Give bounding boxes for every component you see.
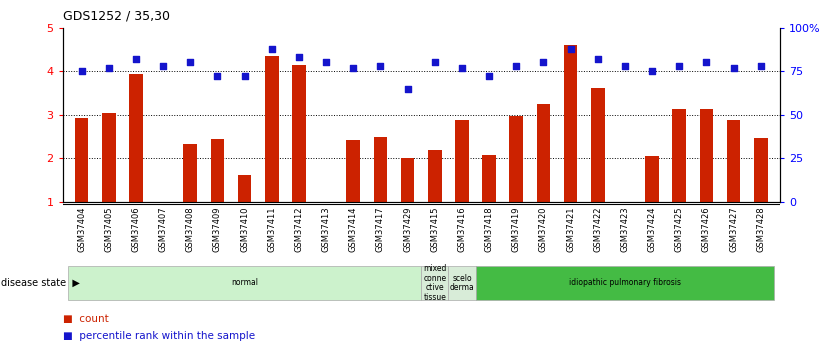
Text: GDS1252 / 35,30: GDS1252 / 35,30 — [63, 9, 169, 22]
Point — [183, 60, 197, 65]
Text: normal: normal — [231, 278, 258, 287]
Text: GSM37428: GSM37428 — [756, 206, 766, 252]
Bar — [401, 158, 414, 202]
Text: GSM37417: GSM37417 — [376, 206, 385, 252]
Bar — [475, 266, 774, 300]
Text: ■  percentile rank within the sample: ■ percentile rank within the sample — [63, 332, 254, 341]
Text: GSM37425: GSM37425 — [675, 206, 684, 252]
Point — [75, 68, 88, 74]
Point — [537, 60, 550, 65]
Bar — [754, 138, 767, 202]
Text: disease state  ▶: disease state ▶ — [1, 278, 80, 288]
Text: GSM37406: GSM37406 — [132, 206, 140, 252]
Point — [157, 63, 170, 69]
Bar — [211, 139, 224, 202]
Text: GSM37410: GSM37410 — [240, 206, 249, 252]
Point — [618, 63, 631, 69]
Text: GSM37404: GSM37404 — [77, 206, 86, 252]
Bar — [510, 117, 523, 202]
Text: scelo
derma: scelo derma — [450, 274, 475, 292]
Text: GSM37427: GSM37427 — [729, 206, 738, 252]
Text: GSM37413: GSM37413 — [322, 206, 330, 252]
Bar — [449, 266, 475, 300]
Point — [102, 65, 115, 70]
Point — [319, 60, 333, 65]
Point — [238, 73, 251, 79]
Point — [564, 46, 577, 51]
Bar — [374, 137, 387, 202]
Text: GSM37405: GSM37405 — [104, 206, 113, 252]
Bar — [591, 88, 605, 202]
Bar — [455, 120, 469, 202]
Point — [510, 63, 523, 69]
Bar — [428, 150, 441, 202]
Point — [347, 65, 360, 70]
Text: GSM37418: GSM37418 — [485, 206, 494, 252]
Bar — [536, 104, 550, 202]
Bar — [700, 109, 713, 202]
Text: GSM37407: GSM37407 — [158, 206, 168, 252]
Point — [700, 60, 713, 65]
Point — [591, 56, 605, 62]
Text: GSM37429: GSM37429 — [403, 206, 412, 252]
Bar — [292, 65, 306, 202]
Point — [265, 46, 279, 51]
Text: GSM37423: GSM37423 — [620, 206, 630, 252]
Point — [672, 63, 686, 69]
Point — [482, 73, 495, 79]
Point — [292, 55, 305, 60]
Point — [401, 86, 414, 91]
Text: GSM37411: GSM37411 — [267, 206, 276, 252]
Point — [754, 63, 767, 69]
Bar — [238, 175, 251, 202]
Bar — [564, 45, 577, 202]
Text: GSM37421: GSM37421 — [566, 206, 575, 252]
Text: GSM37422: GSM37422 — [593, 206, 602, 252]
Bar — [129, 74, 143, 202]
Text: ■  count: ■ count — [63, 314, 108, 324]
Text: idiopathic pulmonary fibrosis: idiopathic pulmonary fibrosis — [569, 278, 681, 287]
Bar — [75, 118, 88, 202]
Point — [129, 56, 143, 62]
Bar — [726, 120, 741, 202]
Text: GSM37419: GSM37419 — [512, 206, 520, 252]
Point — [727, 65, 741, 70]
Text: GSM37409: GSM37409 — [213, 206, 222, 252]
Text: GSM37424: GSM37424 — [647, 206, 656, 252]
Text: mixed
conne
ctive
tissue: mixed conne ctive tissue — [423, 264, 446, 302]
Point — [455, 65, 469, 70]
Bar — [646, 156, 659, 202]
Bar — [421, 266, 449, 300]
Bar — [482, 155, 496, 202]
Text: GSM37415: GSM37415 — [430, 206, 440, 252]
Text: GSM37414: GSM37414 — [349, 206, 358, 252]
Bar — [183, 144, 197, 202]
Bar — [68, 266, 421, 300]
Bar — [265, 56, 279, 202]
Point — [211, 73, 224, 79]
Point — [646, 68, 659, 74]
Text: GSM37420: GSM37420 — [539, 206, 548, 252]
Text: GSM37412: GSM37412 — [294, 206, 304, 252]
Point — [428, 60, 441, 65]
Bar — [672, 109, 686, 202]
Point — [374, 63, 387, 69]
Bar — [346, 140, 360, 202]
Text: GSM37416: GSM37416 — [457, 206, 466, 252]
Text: GSM37408: GSM37408 — [186, 206, 195, 252]
Bar — [102, 112, 116, 202]
Text: GSM37426: GSM37426 — [702, 206, 711, 252]
